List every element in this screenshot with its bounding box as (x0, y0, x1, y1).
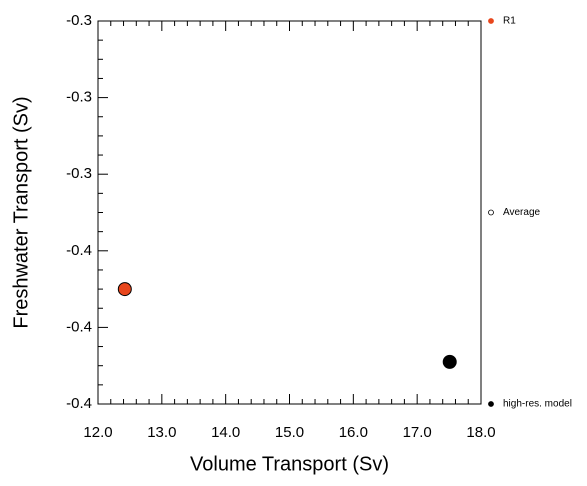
y-tick-label: -0.4 (66, 318, 92, 335)
legend-label: Average (503, 207, 541, 218)
y-tick-label: -0.3 (66, 12, 92, 29)
y-tick-label: -0.3 (66, 165, 92, 182)
x-tick-label: 15.0 (275, 424, 304, 441)
legend-marker (488, 401, 494, 407)
legend-marker (488, 18, 494, 24)
y-axis-title: Freshwater Transport (Sv) (10, 96, 32, 328)
legend-label: R1 (503, 16, 516, 27)
legend-marker (488, 209, 494, 216)
y-tick-label: -0.4 (66, 395, 92, 412)
y-tick-label: -0.4 (66, 242, 92, 259)
x-tick-label: 14.0 (211, 424, 240, 441)
point (442, 354, 457, 369)
point (117, 282, 132, 297)
x-tick-label: 13.0 (147, 424, 176, 441)
x-axis-title: Volume Transport (Sv) (190, 453, 389, 475)
x-tick-label: 12.0 (83, 424, 112, 441)
x-tick-label: 17.0 (403, 424, 432, 441)
legend-label: high-res. model (503, 399, 572, 410)
plot-frame (97, 20, 482, 405)
x-tick-label: 18.0 (466, 424, 495, 441)
y-tick-label: -0.3 (66, 89, 92, 106)
x-tick-label: 16.0 (339, 424, 368, 441)
